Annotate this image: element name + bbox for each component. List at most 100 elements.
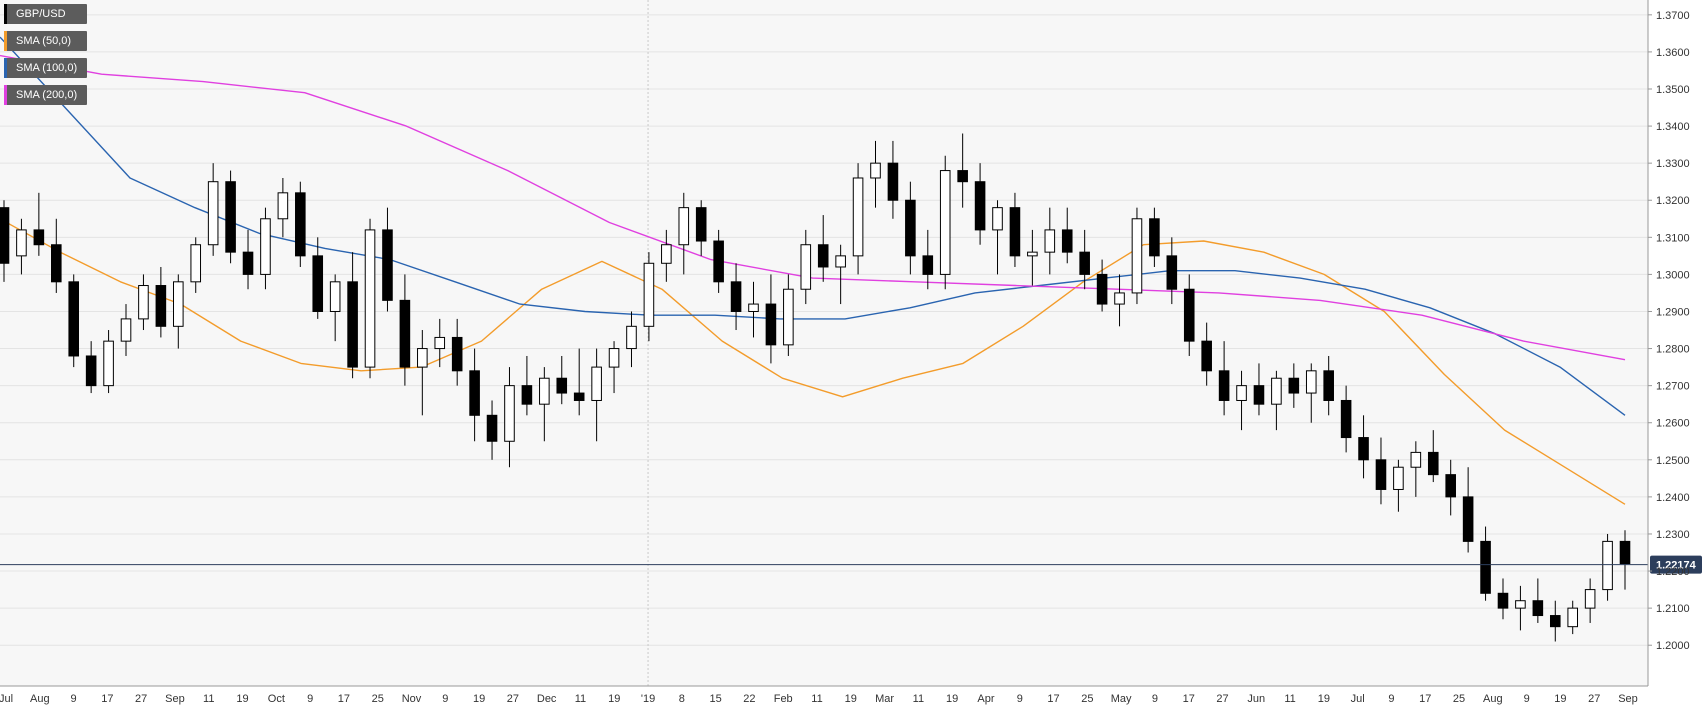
x-tick-label: Nov xyxy=(402,693,422,705)
candle-body xyxy=(1515,600,1526,609)
candle-body xyxy=(347,281,358,368)
x-tick-label: Oct xyxy=(268,693,285,705)
candle xyxy=(1183,274,1195,356)
candle xyxy=(1410,441,1422,497)
x-tick-label: 19 xyxy=(236,693,248,705)
candle xyxy=(16,218,27,275)
candle-body xyxy=(1236,385,1247,401)
legend: GBP/USD SMA (50,0) SMA (100,0) SMA (200,… xyxy=(4,4,88,112)
candle xyxy=(347,252,358,379)
x-tick-label: 11 xyxy=(203,693,214,705)
candle-body xyxy=(661,244,672,264)
candle xyxy=(1061,207,1073,264)
legend-item-price[interactable]: GBP/USD xyxy=(4,4,88,24)
candle-body xyxy=(1480,540,1491,594)
x-tick-label: 27 xyxy=(507,693,519,705)
x-tick-label: Mar xyxy=(875,693,894,705)
y-tick-label: 1.2400 xyxy=(1656,492,1690,504)
candle-body xyxy=(1131,218,1143,294)
candle-body xyxy=(1602,540,1613,591)
candle-body xyxy=(1114,292,1125,305)
x-tick-label: 11 xyxy=(1284,693,1295,705)
sma-line-1 xyxy=(0,36,1626,416)
candle-body xyxy=(1358,437,1369,461)
candle xyxy=(103,330,114,394)
candle-body xyxy=(504,385,515,442)
candle xyxy=(1027,229,1038,286)
legend-item-sma-200[interactable]: SMA (200,0) xyxy=(4,85,88,105)
legend-item-sma-50[interactable]: SMA (50,0) xyxy=(4,31,88,51)
x-tick-label: 8 xyxy=(679,693,685,705)
candle xyxy=(1044,207,1056,275)
sma-line-2 xyxy=(0,54,1626,361)
candle xyxy=(50,218,62,293)
candle xyxy=(626,311,637,368)
candle-body xyxy=(783,288,794,346)
candle xyxy=(85,341,97,394)
x-tick-label: Jun xyxy=(1247,693,1265,705)
candle-body xyxy=(85,355,97,387)
candle-body xyxy=(608,348,620,368)
candle-body xyxy=(1288,377,1300,394)
candle xyxy=(661,229,672,282)
candle xyxy=(1236,370,1247,431)
x-tick-label: 9 xyxy=(1388,693,1394,705)
legend-item-sma-100[interactable]: SMA (100,0) xyxy=(4,58,88,78)
candle xyxy=(539,367,550,442)
candle-body xyxy=(1549,615,1561,628)
candle-body xyxy=(573,392,585,401)
candle-body xyxy=(626,325,637,350)
candle-body xyxy=(922,255,934,275)
candle xyxy=(382,207,393,312)
candle-body xyxy=(748,303,759,312)
candle xyxy=(207,163,219,256)
x-tick-label: 9 xyxy=(71,693,77,705)
candle-body xyxy=(260,218,271,275)
candle-body xyxy=(1201,340,1212,372)
y-tick-label: 1.2100 xyxy=(1656,603,1690,615)
candle xyxy=(1393,459,1404,512)
candle-body xyxy=(678,207,690,246)
candle xyxy=(329,274,341,342)
candle xyxy=(1427,430,1439,483)
x-tick-label: 11 xyxy=(811,693,822,705)
candle-body xyxy=(364,229,376,368)
candle-body xyxy=(382,229,393,301)
candle xyxy=(800,229,812,305)
candle-body xyxy=(905,199,916,257)
candle-body xyxy=(277,192,289,220)
candle xyxy=(295,181,306,267)
candle-body xyxy=(434,336,446,350)
candle xyxy=(1515,585,1526,631)
x-tick-label: 19 xyxy=(608,693,620,705)
candle-body xyxy=(870,162,881,179)
candle xyxy=(1602,533,1613,601)
x-tick-label: '19 xyxy=(641,693,655,705)
candle-body xyxy=(974,181,986,231)
candle-body xyxy=(1183,288,1195,342)
plot-background xyxy=(0,0,1648,686)
candle-body xyxy=(765,303,777,346)
candle xyxy=(939,155,951,290)
candle xyxy=(713,229,724,293)
candle-body xyxy=(1619,540,1631,565)
candle-body xyxy=(225,181,236,253)
x-tick-label: 27 xyxy=(1216,693,1228,705)
candle-body xyxy=(1009,207,1021,257)
candle-body xyxy=(1323,370,1334,401)
candle xyxy=(469,348,480,442)
x-tick-label: Apr xyxy=(977,693,994,705)
candle xyxy=(173,274,184,349)
candle-body xyxy=(1096,273,1108,305)
candle-body xyxy=(451,336,463,372)
candle-body xyxy=(1166,255,1178,290)
x-tick-label: 11 xyxy=(575,693,586,705)
candle-body xyxy=(68,281,80,357)
candle-body xyxy=(1445,474,1456,498)
candle-body xyxy=(120,318,132,342)
x-tick-label: 25 xyxy=(372,693,384,705)
candle xyxy=(1096,259,1108,312)
candle xyxy=(417,330,428,416)
y-tick-label: 1.2600 xyxy=(1656,418,1690,430)
